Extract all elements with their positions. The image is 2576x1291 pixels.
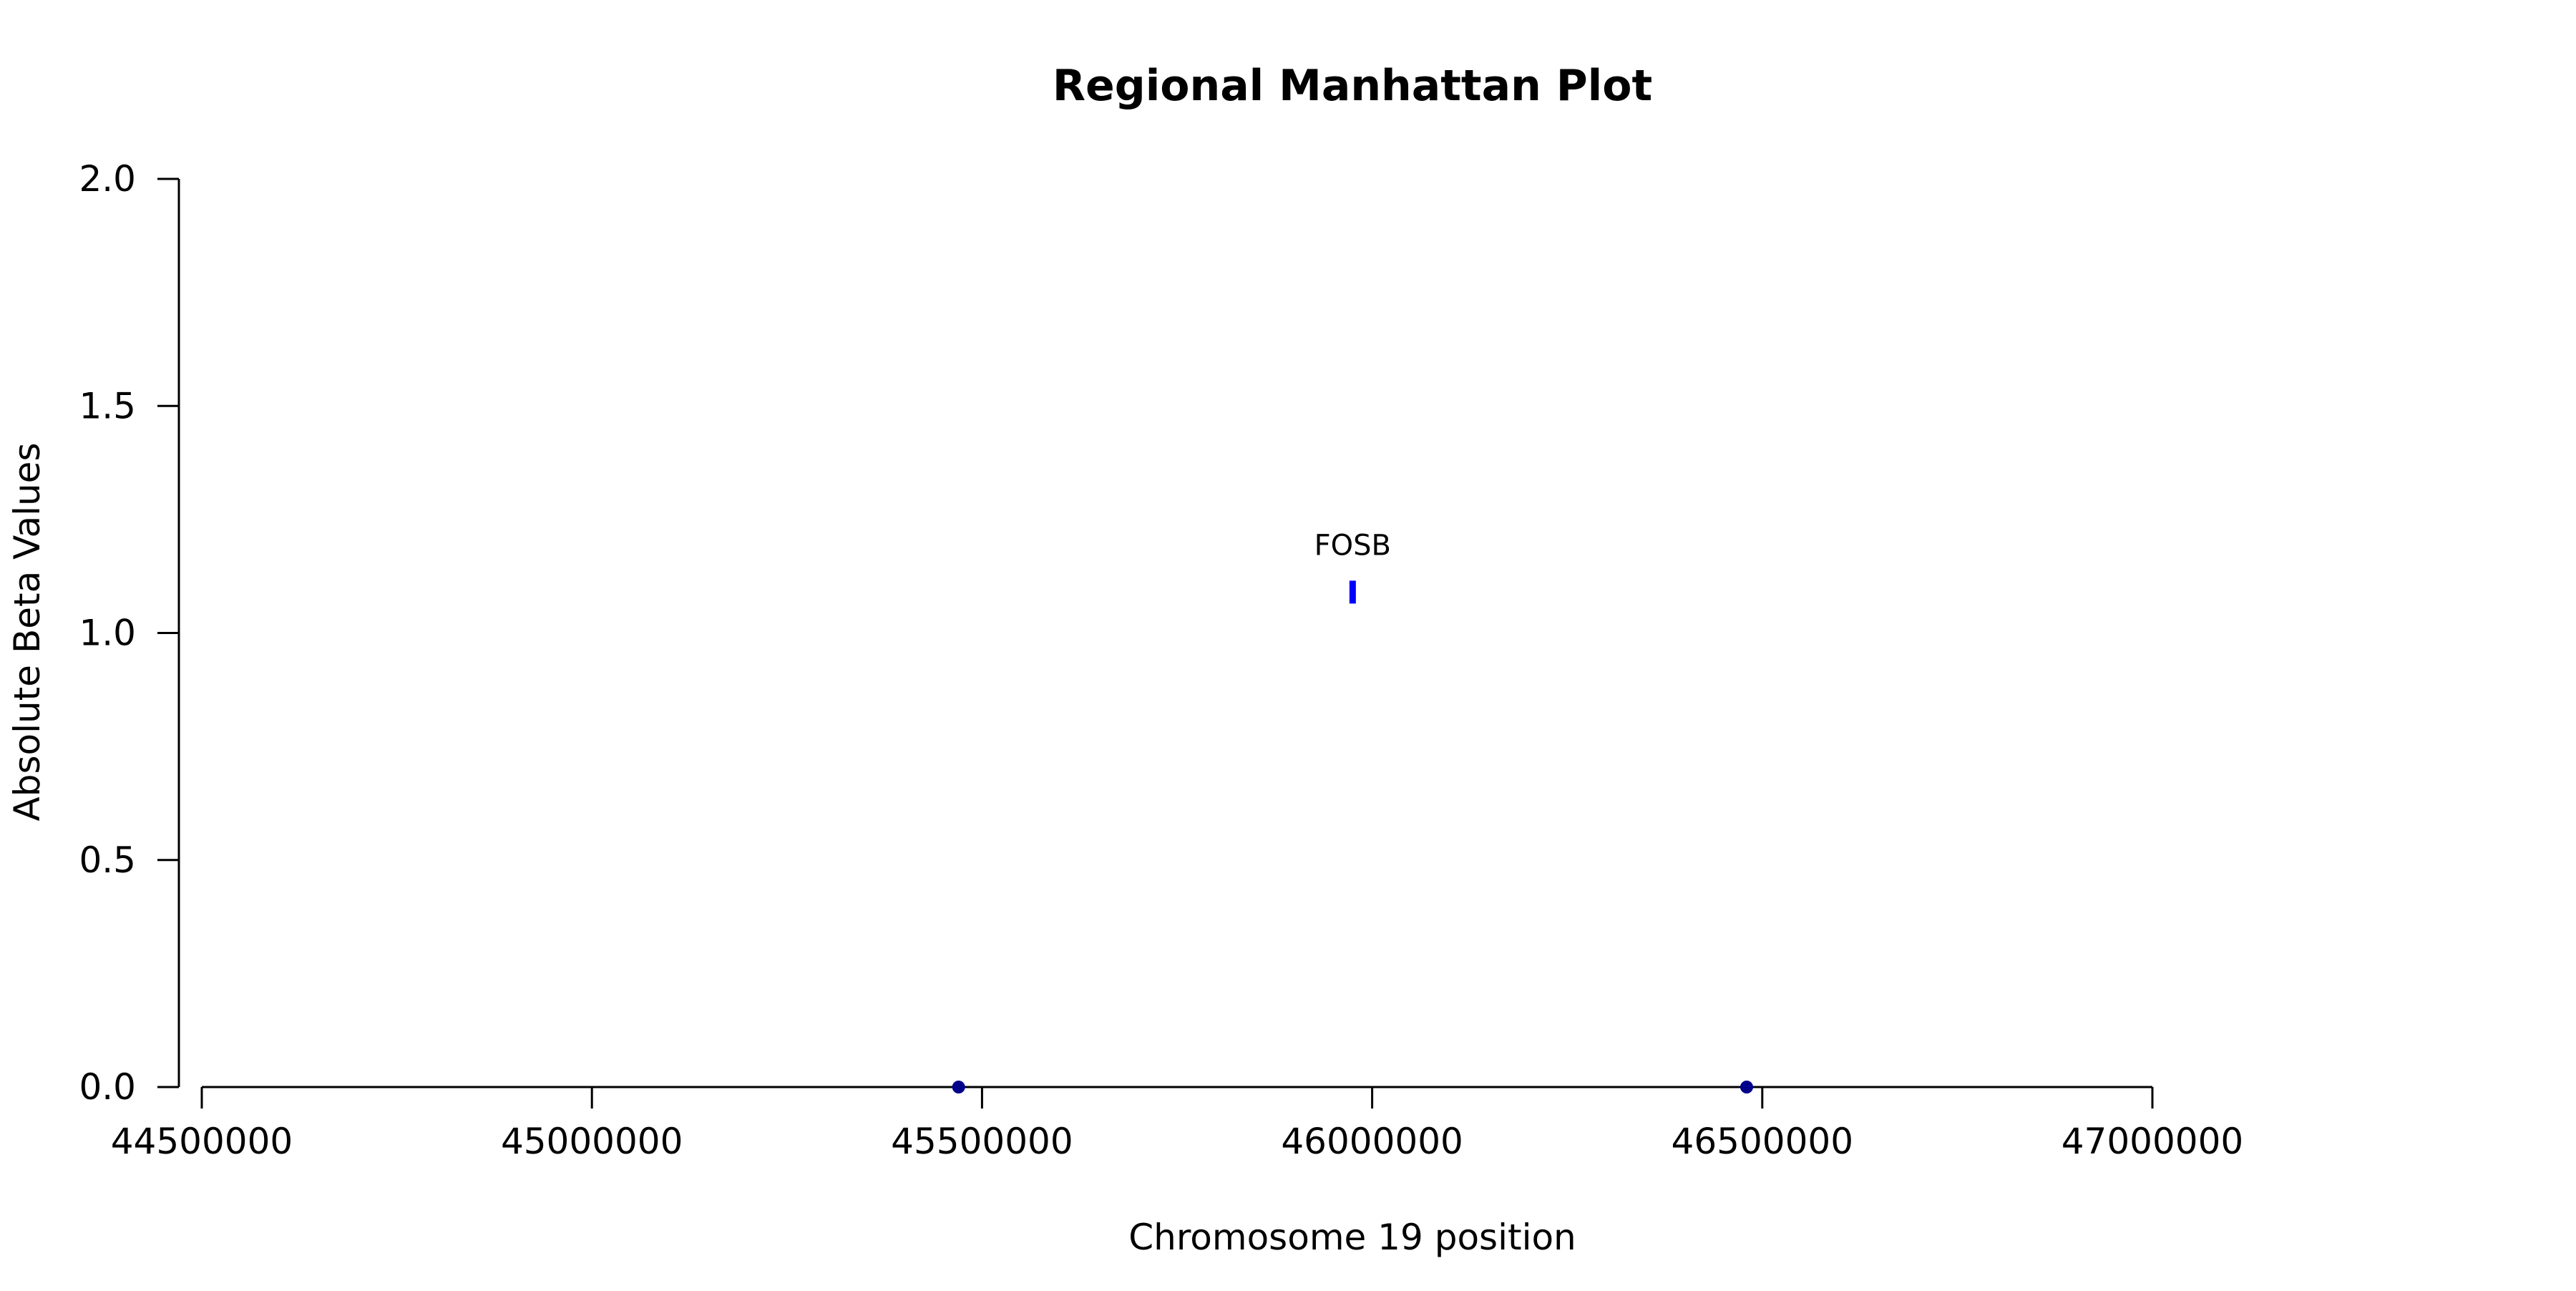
y-tick-label: 0.5 — [79, 839, 136, 881]
x-tick-label: 45500000 — [891, 1121, 1073, 1162]
y-axis-label: Absolute Beta Values — [6, 443, 48, 822]
x-tick-label: 46000000 — [1281, 1121, 1463, 1162]
point-label: FOSB — [1314, 529, 1391, 562]
axes: 44500000 45000000 45500000 46000000 46500000… — [79, 158, 2243, 1162]
data-marks: FOSB — [952, 529, 1753, 1093]
x-tick-label: 46500000 — [1672, 1121, 1854, 1162]
y-tick-label: 2.0 — [79, 158, 136, 200]
data-point — [1740, 1081, 1753, 1093]
x-tick-label: 47000000 — [2062, 1121, 2244, 1162]
y-tick-label: 1.0 — [79, 613, 136, 654]
x-axis-label: Chromosome 19 position — [1128, 1217, 1576, 1258]
data-point — [952, 1081, 965, 1093]
x-tick-label: 45000000 — [501, 1121, 683, 1162]
y-tick-label: 1.5 — [79, 385, 136, 427]
data-point — [1349, 580, 1356, 604]
chart-title: Regional Manhattan Plot — [1053, 61, 1652, 111]
y-tick-label: 0.0 — [79, 1066, 136, 1108]
x-tick-label: 44500000 — [111, 1121, 293, 1162]
